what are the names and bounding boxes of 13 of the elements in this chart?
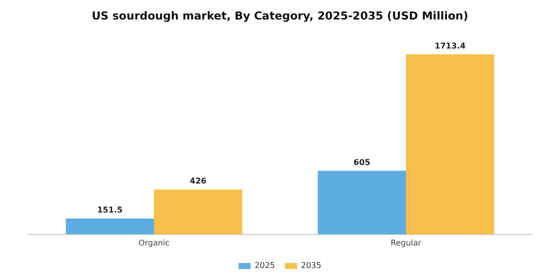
bar [66,218,154,234]
bar [318,170,406,234]
legend-label: 2035 [301,261,322,270]
data-label: 1713.4 [434,41,466,50]
chart-title: US sourdough market, By Category, 2025-2035 (USD Million) [92,9,468,22]
data-label: 605 [354,158,371,167]
x-tick-label: Regular [390,238,422,248]
data-label: 426 [190,176,207,186]
x-tick-label: Organic [138,238,170,248]
bar [406,54,494,234]
data-label: 151.5 [97,206,123,215]
legend-label: 2025 [254,261,275,270]
bar [154,190,242,234]
